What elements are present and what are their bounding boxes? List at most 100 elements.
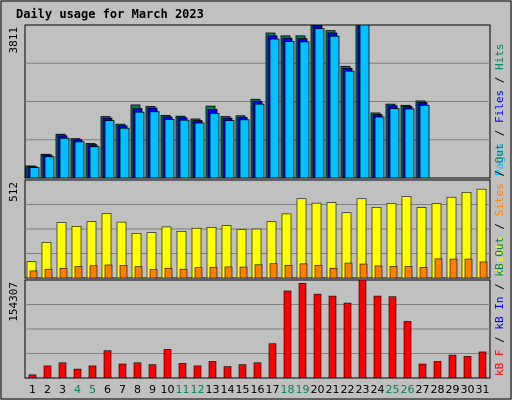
bar-pages [119, 127, 130, 179]
bar-sites [329, 267, 338, 279]
legend-entry: Files [493, 90, 506, 123]
legend-entry: Hits [493, 44, 506, 71]
bar-kb-f [268, 343, 277, 379]
bar-sites [224, 266, 233, 279]
x-tick-label: 25 [386, 383, 400, 396]
x-tick-label: 3 [59, 383, 66, 396]
legend-separator: / [493, 163, 506, 183]
bar-kb-f [433, 361, 442, 379]
x-tick-label: 20 [311, 383, 325, 396]
x-tick-label: 19 [296, 383, 310, 396]
bar-sites [389, 266, 398, 279]
chart-title: Daily usage for March 2023 [16, 7, 204, 21]
bar-kb-f [88, 365, 97, 379]
bar-kb-f [178, 363, 187, 379]
bar-kb-f [298, 283, 307, 379]
x-tick-label: 9 [149, 383, 156, 396]
bar-kb-f [418, 363, 427, 379]
panel-max-label: 154307 [7, 282, 20, 322]
x-tick-label: 4 [74, 383, 81, 396]
bar-pages [224, 120, 235, 179]
bar-kb-f [103, 350, 112, 379]
bar-pages [254, 103, 265, 179]
bar-pages [269, 38, 280, 179]
bar-kb-f [388, 296, 397, 379]
bar-pages [89, 146, 100, 179]
bar-pages [404, 108, 415, 179]
bar-kb-f [373, 295, 382, 379]
bar-pages [284, 41, 295, 179]
legend-separator: / [493, 330, 506, 350]
legend-entry: kB F [493, 350, 506, 377]
bar-sites [134, 266, 143, 279]
bar-kb-f [328, 295, 337, 379]
bar-sites [404, 266, 413, 279]
bar-pages [209, 112, 220, 179]
bar-pages [359, 24, 370, 179]
bar-sites [359, 263, 368, 279]
panel-3: 154307 kB F / kB In / kB Out [7, 237, 506, 379]
x-tick-label: 12 [191, 383, 205, 396]
bar-kb-f [28, 374, 37, 379]
x-tick-label: 26 [401, 383, 415, 396]
bar-sites [464, 258, 473, 279]
x-tick-label: 1 [29, 383, 36, 396]
bar-kb-f [208, 361, 217, 379]
legend-entry: kB In [493, 297, 506, 330]
bar-sites [149, 269, 158, 279]
x-tick-label: 22 [341, 383, 355, 396]
panel-legend: Visits / Sites / Out [493, 144, 506, 277]
x-tick-label: 10 [161, 383, 175, 396]
bar-pages [194, 122, 205, 179]
bar-kb-f [193, 365, 202, 379]
bar-sites [164, 267, 173, 279]
legend-entry: Pages [493, 143, 506, 176]
bar-kb-f [343, 302, 352, 379]
panel-legend: Pages / Files / Hits [493, 44, 506, 177]
x-tick-label: 21 [326, 383, 340, 396]
bar-sites [254, 264, 263, 279]
x-tick-label: 24 [371, 383, 385, 396]
bar-pages [329, 35, 340, 179]
bar-kb-f [223, 366, 232, 379]
x-tick-label: 2 [44, 383, 51, 396]
bar-sites [179, 268, 188, 279]
bar-kb-f [118, 363, 127, 379]
bar-sites [59, 267, 68, 279]
bar-sites [104, 264, 113, 279]
x-tick-label: 8 [134, 383, 141, 396]
bar-kb-f [313, 293, 322, 379]
bar-sites [74, 266, 83, 279]
bar-kb-f [73, 368, 82, 379]
panel-1: 3811 Pages / Files / Hits [7, 24, 506, 179]
bar-kb-f [358, 279, 367, 379]
bar-sites [449, 258, 458, 279]
bar-kb-f [463, 356, 472, 379]
panel-max-label: 512 [7, 182, 20, 202]
x-tick-label: 29 [446, 383, 460, 396]
x-tick-label: 27 [416, 383, 430, 396]
x-tick-labels: 1 2 3 4 5 6 7 8 9 10 11 12 13 14 15 16 17 18 19 20 21 22 23 24 2… [29, 383, 490, 396]
bar-sites [194, 267, 203, 279]
panel-max-label: 3811 [7, 27, 20, 54]
bar-kb-f [148, 364, 157, 379]
bar-pages [59, 137, 70, 179]
bar-pages [389, 108, 400, 179]
panel-legend: kB F / kB In / kB Out [493, 237, 506, 376]
x-tick-label: 30 [461, 383, 475, 396]
bar-visits [401, 196, 412, 279]
bar-sites [269, 263, 278, 279]
legend-entry: kB Out [493, 237, 506, 277]
bar-pages [314, 28, 325, 179]
bar-sites [344, 262, 353, 279]
bar-pages [374, 116, 385, 179]
bar-sites [209, 266, 218, 279]
x-tick-label: 18 [281, 383, 295, 396]
legend-separator: / [493, 277, 506, 297]
bar-sites [284, 265, 293, 279]
bar-sites [434, 258, 443, 279]
bar-pages [44, 156, 55, 179]
